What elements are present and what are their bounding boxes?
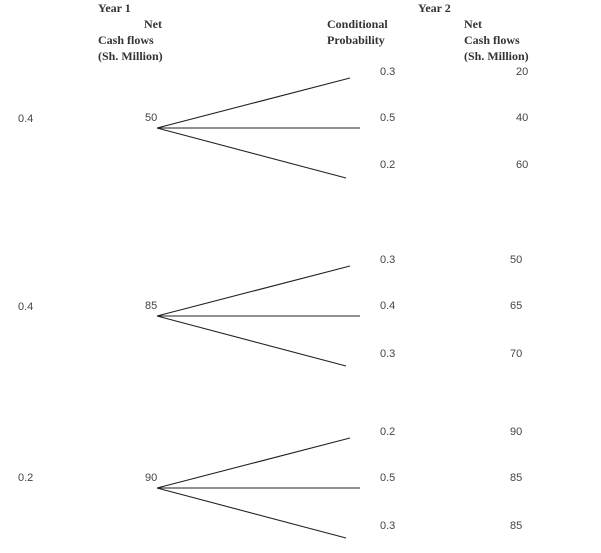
branch-3-lower-line: [156, 487, 347, 539]
branch-1-outcome-1-probability: 0.3: [380, 66, 396, 78]
cash-flows-header-y2: Cash flows: [464, 33, 520, 47]
conditional-header: Conditional: [327, 17, 388, 31]
branch-1-upper-line: [156, 77, 351, 129]
branch-3-outcome-3-probability: 0.3: [380, 520, 396, 532]
branch-2-upper-line: [156, 265, 351, 317]
year1-header: Year 1: [98, 1, 131, 15]
branch-3-upper-line: [156, 437, 351, 489]
branch-1-outcome-3-probability: 0.2: [380, 159, 396, 171]
branch-1-probability: 0.4: [18, 113, 34, 125]
branch-2-lower-line: [156, 315, 347, 367]
branch-2-probability: 0.4: [18, 301, 34, 313]
branch-1-lower-line: [156, 127, 347, 179]
branch-3-outcome-3-cash-flow: 85: [510, 520, 523, 532]
branch-2-outcome-3-probability: 0.3: [380, 348, 396, 360]
branch-3-outcome-1-probability: 0.2: [380, 426, 396, 438]
branch-2-outcome-1-probability: 0.3: [380, 254, 396, 266]
branch-3-outcome-1-cash-flow: 90: [510, 426, 523, 438]
net-header-y2: Net: [464, 17, 482, 31]
branch-3-outcome-2-probability: 0.5: [380, 472, 396, 484]
probability-header: Probability: [327, 33, 385, 47]
year2-header: Year 2: [418, 1, 451, 15]
branch-2-outcome-2-cash-flow: 65: [510, 300, 523, 312]
branch-3-outcome-2-cash-flow: 85: [510, 472, 523, 484]
branch-1-cash-flow: 50: [145, 112, 158, 124]
sh-million-header-y1: (Sh. Million): [98, 49, 163, 63]
sh-million-header-y2: (Sh. Million): [464, 49, 529, 63]
cash-flows-header-y1: Cash flows: [98, 33, 154, 47]
branch-2-outcome-2-probability: 0.4: [380, 300, 396, 312]
branch-1-outcome-1-cash-flow: 20: [516, 66, 529, 78]
branch-1-outcome-2-probability: 0.5: [380, 112, 396, 124]
branch-3-probability: 0.2: [18, 472, 34, 484]
branch-2-outcome-3-cash-flow: 70: [510, 348, 523, 360]
branch-3-cash-flow: 90: [145, 472, 158, 484]
branch-2-cash-flow: 85: [145, 300, 158, 312]
branch-1-outcome-2-cash-flow: 40: [516, 112, 529, 124]
net-header-y1: Net: [144, 17, 162, 31]
branch-2-outcome-1-cash-flow: 50: [510, 254, 523, 266]
branch-1-outcome-3-cash-flow: 60: [516, 159, 529, 171]
